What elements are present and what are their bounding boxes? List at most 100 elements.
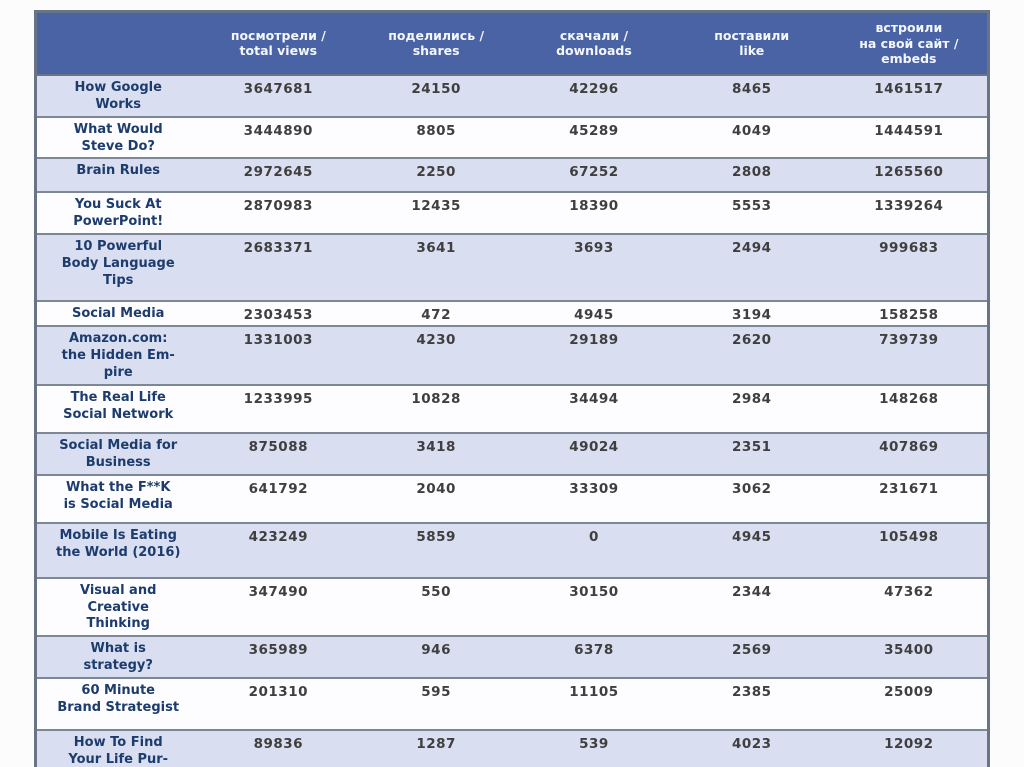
stat-cell: 3641 [416, 240, 456, 257]
stat-cell: 3647681 [243, 80, 313, 97]
stat-cell: 4049 [731, 122, 772, 139]
stat-cell: 407869 [879, 438, 939, 455]
stat-cell: 67252 [569, 164, 619, 181]
table-row: What the F**K is Social Media 641792 2040 3… [35, 474, 989, 523]
stat-cell: 201310 [248, 684, 308, 701]
stat-cell: 423249 [248, 528, 308, 545]
stat-cell: 539 [579, 736, 609, 753]
stat-cell: 550 [421, 583, 451, 600]
stat-cell: 3194 [731, 307, 772, 324]
row-title: What is strategy? [83, 641, 153, 674]
stat-cell: 999683 [879, 240, 939, 257]
row-title: Visual and Creative Thinking [80, 582, 157, 632]
stat-cell: 8805 [416, 122, 456, 139]
stat-cell: 875088 [248, 438, 308, 455]
row-title: The Real Life Social Network [63, 389, 174, 422]
stat-cell: 25009 [884, 684, 934, 701]
stat-cell: 1444591 [874, 122, 944, 139]
table-body: How Google Works 3647681 24150 42296 8465 146… [35, 74, 989, 767]
stat-cell: 12435 [411, 198, 461, 215]
row-title: 60 Minute Brand Strategist [57, 683, 180, 716]
stat-cell: 47362 [884, 583, 934, 600]
header-row: посмотрели / total views поделились / sha… [35, 11, 989, 76]
table-row: The Real Life Social Network 1233995 10828… [35, 384, 989, 433]
stat-cell: 49024 [569, 438, 619, 455]
table-row: Amazon.com: the Hidden Em- pire 1331003 42… [35, 326, 989, 385]
table-row: What Would Steve Do? 3444890 8805 45289 4049… [35, 116, 989, 159]
stat-cell: 8465 [731, 80, 772, 97]
stat-cell: 2870983 [243, 198, 313, 215]
row-title: Social Media for Business [59, 437, 178, 470]
row-title: 10 Powerful Body Language Tips [61, 239, 175, 288]
table-row: You Suck At PowerPoint! 2870983 12435 18390… [35, 192, 989, 235]
stat-cell: 2494 [731, 240, 772, 257]
stat-cell: 24150 [411, 80, 461, 97]
stat-cell: 34494 [569, 390, 619, 407]
column-header: поставили like [672, 11, 831, 76]
stat-cell: 0 [588, 528, 599, 545]
table-row: 60 Minute Brand Strategist 201310 595 11105… [35, 678, 989, 731]
table-row: What is strategy? 365989 946 6378 2569 35400 [35, 636, 989, 679]
stat-cell: 2620 [731, 332, 772, 349]
stat-cell: 148268 [879, 390, 939, 407]
table-row: How Google Works 3647681 24150 42296 8465 146… [35, 74, 989, 117]
stat-cell: 1461517 [874, 80, 944, 97]
row-title: How Google Works [74, 79, 162, 112]
stat-cell: 1339264 [874, 198, 944, 215]
stat-cell: 946 [421, 642, 451, 659]
table-header: посмотрели / total views поделились / sha… [35, 11, 989, 76]
stats-table-container: посмотрели / total views поделились / sha… [34, 10, 990, 767]
stat-cell: 5859 [416, 528, 456, 545]
row-title: You Suck At PowerPoint! [73, 197, 164, 230]
stat-cell: 2569 [731, 642, 772, 659]
stat-cell: 4945 [574, 307, 614, 324]
stat-cell: 2984 [731, 390, 772, 407]
stat-cell: 45289 [569, 122, 619, 139]
stat-cell: 2351 [731, 438, 772, 455]
row-title: Mobile Is Eating the World (2016) [56, 527, 181, 560]
stat-cell: 472 [421, 307, 451, 324]
column-header: встроили на свой сайт / embeds [830, 11, 989, 76]
stat-cell: 4023 [731, 736, 772, 753]
stat-cell: 2344 [731, 583, 772, 600]
stat-cell: 29189 [569, 332, 619, 349]
stat-cell: 595 [421, 684, 451, 701]
stat-cell: 30150 [569, 583, 619, 600]
stat-cell: 365989 [248, 642, 308, 659]
stat-cell: 2683371 [243, 240, 313, 257]
stat-cell: 5553 [731, 198, 772, 215]
stat-cell: 2303453 [243, 307, 313, 324]
stat-cell: 1331003 [243, 332, 313, 349]
row-title: What Would Steve Do? [73, 121, 163, 154]
row-title: Brain Rules [76, 163, 160, 179]
column-header: поделились / shares [357, 11, 516, 76]
table-row: Social Media 2303453 472 4945 3194 158258 [35, 301, 989, 327]
stat-cell: 3062 [731, 480, 772, 497]
stat-cell: 42296 [569, 80, 619, 97]
table-row: Mobile Is Eating the World (2016) 423249 5… [35, 522, 989, 578]
row-title: Amazon.com: the Hidden Em- pire [61, 331, 175, 380]
row-title: Social Media [71, 306, 165, 322]
stat-cell: 2808 [731, 164, 772, 181]
stat-cell: 641792 [248, 480, 308, 497]
stat-cell: 3444890 [243, 122, 313, 139]
stat-cell: 4945 [731, 528, 772, 545]
stat-cell: 3693 [574, 240, 614, 257]
stat-cell: 3418 [416, 438, 456, 455]
presentation-stats-table: посмотрели / total views поделились / sha… [34, 10, 990, 767]
stat-cell: 33309 [569, 480, 619, 497]
stat-cell: 12092 [884, 736, 934, 753]
stat-cell: 2972645 [243, 164, 313, 181]
table-row: 10 Powerful Body Language Tips 2683371 364… [35, 234, 989, 302]
stat-cell: 11105 [569, 684, 619, 701]
stat-cell: 2250 [416, 164, 456, 181]
table-row: Visual and Creative Thinking 347490 550 301… [35, 577, 989, 637]
table-row: Brain Rules 2972645 2250 67252 2808 1265560 [35, 158, 989, 193]
row-title-column-header [35, 11, 200, 76]
stat-cell: 35400 [884, 642, 934, 659]
stat-cell: 6378 [574, 642, 614, 659]
stat-cell: 739739 [879, 332, 939, 349]
stat-cell: 158258 [879, 307, 939, 324]
row-title: What the F**K is Social Media [63, 479, 173, 512]
